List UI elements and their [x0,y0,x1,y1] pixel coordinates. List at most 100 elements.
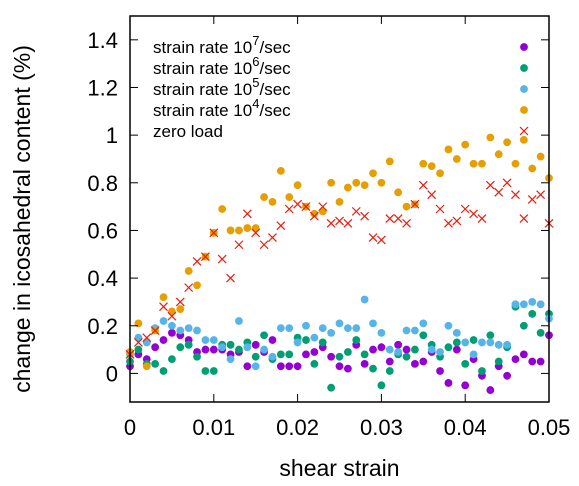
x-tick-label: 0.01 [192,415,235,440]
cross-stroke [368,233,378,243]
data-point-zero-load [159,302,168,312]
cross-stroke [276,221,286,231]
data-point-series-2 [159,367,168,375]
data-point-series-2 [377,381,386,390]
data-point-series-2 [318,338,327,347]
cross-stroke [519,214,529,223]
cross-stroke [133,338,143,347]
legend-label: strain rate 106/sec [153,54,291,78]
data-point-series-2 [302,336,310,344]
data-point-series-2 [528,309,537,318]
data-point-series-1 [452,345,461,354]
data-point-series-2 [168,355,176,364]
data-point-series-1 [209,345,218,354]
data-point-zero-load [142,333,152,343]
data-point-series-1 [394,340,403,349]
legend-swatch-zero-load [519,126,529,136]
y-tick-label: 0.4 [87,266,118,291]
data-point-series-4 [184,267,193,275]
data-point-series-3 [260,345,268,354]
data-point-series-3 [511,300,520,309]
legend-swatch-series-1 [520,43,528,51]
x-tick-label: 0.02 [276,415,319,440]
data-point-zero-load [309,211,319,221]
data-point-series-1 [528,357,537,366]
legend-text: zero load [153,122,223,141]
data-point-zero-load [494,187,504,197]
data-point-zero-load [410,199,420,209]
data-point-series-3 [302,321,310,330]
cross-stroke [309,211,319,221]
cross-stroke [192,256,202,266]
legend-superscript: 4 [252,96,259,111]
data-point-series-3 [268,352,277,361]
data-point-series-3 [519,300,528,309]
legend-superscript: 5 [252,75,259,90]
data-point-series-4 [159,293,168,302]
legend-swatch-series-2 [520,64,528,72]
data-point-zero-load [133,338,143,347]
data-point-zero-load [293,199,303,209]
cross-stroke [485,180,495,190]
cross-stroke [142,333,152,343]
data-point-series-4 [193,281,201,290]
cross-stroke [477,214,487,223]
legend-superscript: 7 [252,33,259,48]
data-point-zero-load [167,311,177,321]
data-point-series-2 [461,359,470,368]
data-point-series-4 [343,183,352,192]
data-point-zero-load [368,233,378,243]
data-point-series-4 [285,193,294,201]
data-point-series-3 [184,324,193,333]
data-point-series-1 [293,362,302,371]
x-tick-label: 0.03 [360,415,403,440]
data-point-series-4 [310,209,319,218]
data-point-series-2 [251,352,260,361]
data-point-series-4 [461,140,470,149]
cross-stroke [435,204,445,214]
data-point-zero-load [393,214,403,223]
data-point-series-1 [335,362,344,371]
data-point-series-3 [168,321,176,330]
data-point-series-1 [302,350,310,359]
data-point-series-3 [486,338,495,347]
data-point-series-2 [452,338,461,347]
data-point-series-1 [461,381,470,390]
data-point-series-4 [293,181,302,190]
data-point-series-2 [352,336,361,344]
y-tick-label: 0.2 [87,314,118,339]
data-point-series-4 [503,138,511,147]
data-point-series-3 [452,329,461,337]
cross-stroke [150,326,160,335]
data-point-series-3 [343,324,352,333]
legend-label: strain rate 104/sec [153,96,291,120]
cross-stroke [385,214,395,223]
data-point-series-2 [411,345,419,354]
data-point-zero-load [175,297,185,307]
data-point-zero-load [150,326,160,335]
data-point-series-3 [427,345,436,354]
data-point-series-1 [503,371,511,380]
data-point-series-4 [176,305,185,313]
data-point-series-3 [461,338,470,347]
data-point-series-3 [394,348,403,356]
cross-stroke [259,240,269,250]
data-point-series-1 [310,348,319,356]
data-point-series-3 [235,317,243,325]
data-point-series-3 [318,324,327,333]
cross-stroke [226,273,235,283]
data-point-series-3 [218,343,227,352]
data-point-series-3 [528,298,537,306]
data-point-series-1 [159,336,168,344]
data-point-series-2 [360,350,369,359]
cross-stroke [469,209,479,219]
legend-text: strain rate 10 [153,101,252,120]
data-point-series-4 [226,226,235,235]
legend-text: /sec [259,80,291,99]
plot-frame [129,15,550,403]
data-point-series-3 [402,326,411,335]
data-point-series-1 [511,355,520,364]
data-point-zero-load [251,228,261,238]
data-point-series-4 [427,162,436,171]
data-point-series-2 [469,336,478,344]
